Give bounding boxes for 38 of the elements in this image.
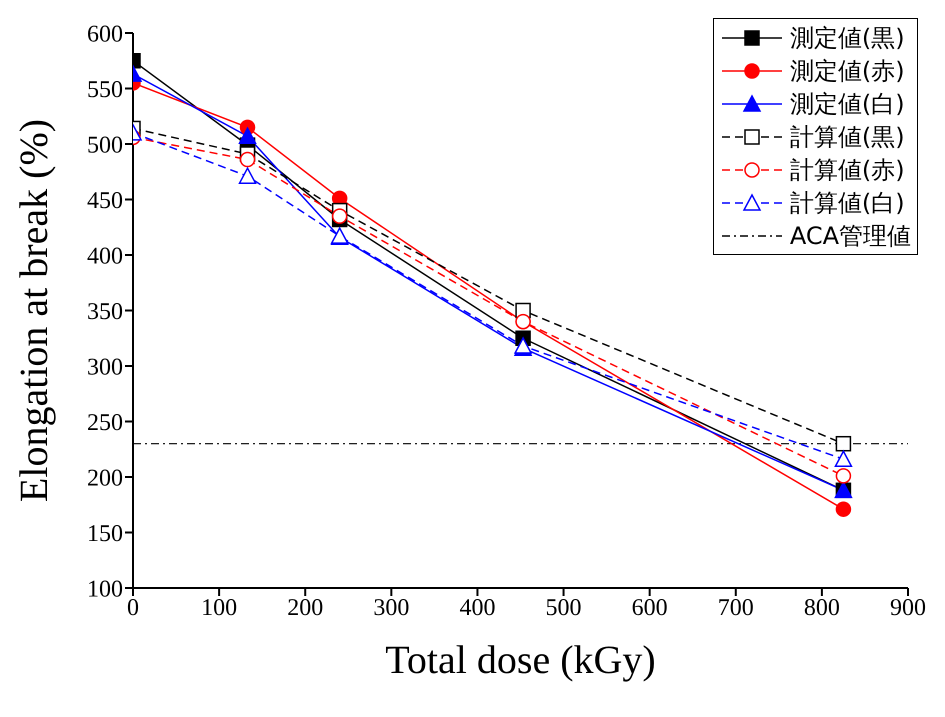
legend-label: 測定値(赤) [790, 56, 905, 86]
x-tick-label: 800 [804, 595, 840, 622]
legend-label: 計算値(白) [790, 188, 905, 218]
y-tick-label: 300 [87, 354, 123, 381]
legend-label: 測定値(白) [790, 88, 905, 120]
point [834, 450, 852, 467]
legend-label: 測定値(黒) [790, 22, 905, 54]
point [238, 127, 256, 144]
point [836, 468, 852, 484]
x-tick-label: 700 [718, 595, 754, 622]
y-tick-label: 500 [87, 132, 123, 159]
y-tick-label: 150 [87, 521, 123, 548]
y-tick-label: 400 [87, 244, 123, 270]
y-axis-title: Elongation at break (%) [11, 118, 56, 502]
y-tick-label: 550 [87, 77, 123, 104]
legend-label: 計算値(赤) [790, 154, 905, 186]
y-tick-label: 600 [87, 22, 123, 48]
y-tick-label: 450 [87, 188, 123, 214]
x-tick-label: 300 [373, 595, 410, 622]
legend-label: ACA管理値 [790, 220, 911, 252]
x-tick-label: 200 [287, 595, 324, 622]
x-tick-label: 0 [127, 595, 139, 622]
x-axis-title: Total dose (kGy) [385, 637, 656, 682]
point [240, 152, 256, 168]
y-tick-label: 250 [87, 410, 123, 436]
x-tick-label: 100 [201, 595, 238, 622]
point [836, 436, 852, 452]
point [836, 501, 852, 517]
x-tick-label: 500 [546, 595, 582, 622]
point [332, 208, 348, 224]
x-tick-label: 400 [459, 595, 496, 622]
y-tick-label: 350 [87, 299, 123, 326]
point [238, 167, 256, 184]
y-tick-label: 200 [87, 466, 123, 492]
legend-label: 計算値(黒) [790, 122, 905, 152]
x-tick-label: 600 [632, 595, 668, 622]
x-tick-label: 900 [890, 595, 926, 622]
y-tick-label: 100 [87, 576, 123, 603]
